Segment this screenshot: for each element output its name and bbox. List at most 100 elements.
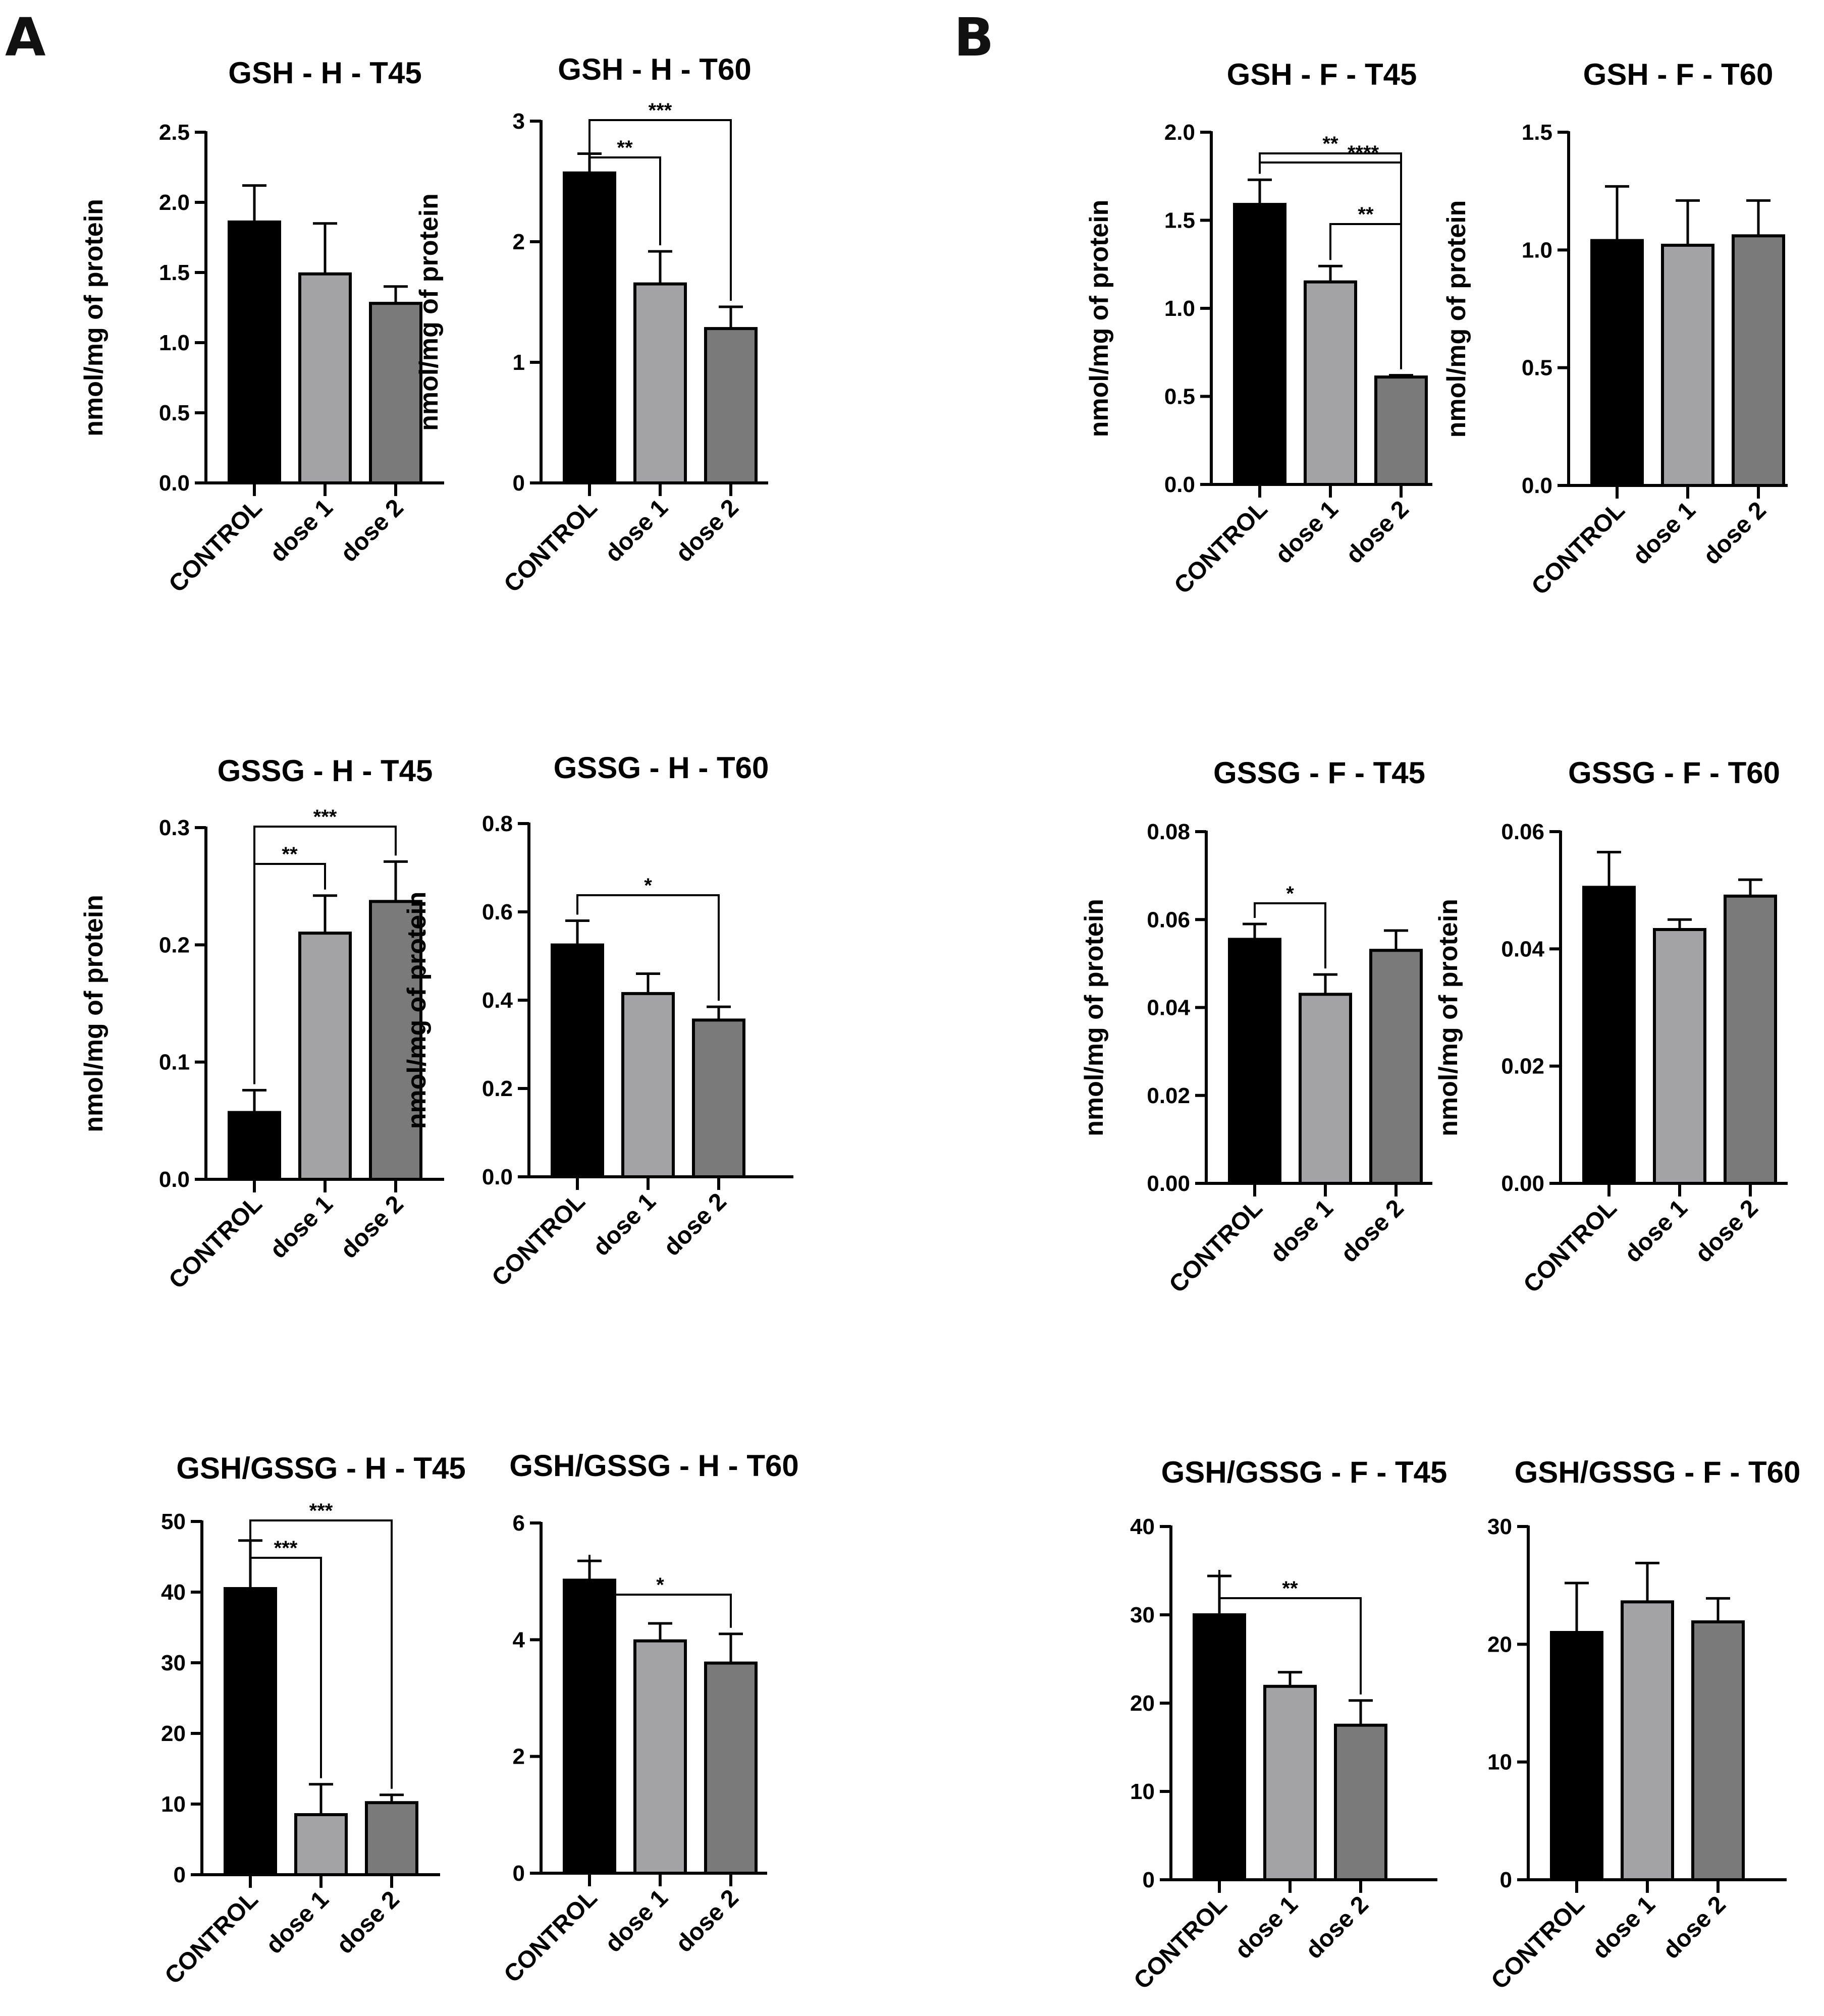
chart-title: GSSG - H - T60	[553, 751, 769, 785]
x-tick-label: CONTROL	[1129, 1891, 1232, 1994]
y-tick-label: 4	[513, 1627, 525, 1652]
y-tick-label: 2	[513, 1745, 525, 1769]
y-tick-label: 1	[513, 350, 525, 375]
chart-title: GSH/GSSG - H - T45	[176, 1451, 466, 1485]
significance-bracket	[576, 894, 720, 1001]
y-tick-label: 0.04	[1501, 937, 1544, 961]
x-tick-label: dose 1	[600, 494, 673, 567]
x-tick-label: CONTROL	[499, 1884, 602, 1988]
x-tick-label: CONTROL	[159, 1886, 263, 1989]
x-tick-label: dose 2	[336, 494, 409, 567]
bar-dose-1	[1661, 244, 1714, 487]
bar-dose-2	[704, 1661, 758, 1875]
bar-dose-1	[294, 1813, 348, 1876]
y-tick-label: 0.0	[1164, 472, 1195, 497]
y-tick-label: 0.4	[482, 988, 513, 1013]
y-tick-label: 20	[1130, 1691, 1155, 1716]
x-tick-label: CONTROL	[1526, 497, 1630, 600]
x-tick-label: dose 2	[671, 494, 744, 567]
chart-title: GSH/GSSG - F - T45	[1161, 1455, 1447, 1489]
y-tick-label: 0.06	[1147, 907, 1190, 932]
y-tick-label: 1.0	[1164, 296, 1195, 321]
x-tick-label: dose 2	[659, 1188, 732, 1261]
chart-gsh-f-t45: nmol/mg of protein 0.0 0.5 1.0 1.5 2.0 CONTROL…	[1085, 120, 1432, 600]
chart-title: GSH/GSSG - F - T60	[1514, 1455, 1801, 1489]
x-tick-label: CONTROL	[1486, 1891, 1589, 1994]
y-tick-label: 0.00	[1147, 1171, 1190, 1196]
bar-control	[1233, 203, 1286, 486]
significance-label: ***	[313, 806, 337, 828]
y-tick-label: 0.0	[482, 1165, 513, 1189]
y-tick-label: 0.5	[159, 401, 190, 425]
chart-title: GSH - H - T45	[228, 56, 422, 90]
bar-control	[1590, 239, 1644, 487]
x-tick-label: dose 1	[588, 1188, 661, 1261]
x-tick-label: dose 1	[1270, 496, 1344, 569]
x-tick-label: CONTROL	[499, 494, 602, 597]
y-tick-label: 2.0	[1164, 120, 1195, 145]
x-tick-label: CONTROL	[1518, 1194, 1622, 1298]
x-tick-label: dose 1	[1587, 1891, 1660, 1964]
y-tick-label: 6	[513, 1511, 525, 1536]
y-tick-label: 30	[1487, 1514, 1512, 1539]
significance-label: **	[617, 137, 633, 159]
y-tick-label: 0.5	[1522, 356, 1552, 380]
bar-dose-2	[1334, 1723, 1387, 1881]
bar-dose-2	[1732, 234, 1785, 487]
bar-dose-2	[1691, 1620, 1745, 1881]
y-tick-label: 2.0	[159, 190, 190, 215]
significance-label: ****	[1348, 142, 1379, 164]
x-tick-label: dose 2	[1336, 1194, 1409, 1268]
chart-title: GSH - H - T60	[558, 52, 752, 86]
x-tick-label: CONTROL	[1164, 1194, 1267, 1298]
x-tick-label: CONTROL	[164, 1190, 267, 1294]
x-tick-label: dose 1	[1230, 1891, 1303, 1964]
bar-dose-1	[1299, 993, 1352, 1185]
significance-bracket	[588, 1555, 732, 1628]
y-tick-label: 30	[1130, 1603, 1155, 1627]
y-tick-label: 0.8	[482, 811, 513, 836]
y-tick-label: 0.6	[482, 900, 513, 924]
y-tick-label: 0.04	[1147, 996, 1190, 1020]
y-axis-label: nmol/mg of protein	[79, 895, 109, 1132]
y-tick-label: 0	[1500, 1868, 1512, 1892]
y-tick-label: 40	[1130, 1514, 1155, 1539]
significance-label: *	[656, 1574, 664, 1596]
y-tick-label: 0.0	[159, 1167, 190, 1192]
y-tick-label: 2	[513, 230, 525, 254]
significance-label: ***	[274, 1537, 298, 1559]
bar-control	[228, 1111, 281, 1181]
bar-dose-1	[633, 282, 687, 485]
bar-dose-1	[1653, 928, 1706, 1185]
x-tick-label: dose 2	[1341, 496, 1414, 569]
significance-bracket	[249, 1534, 322, 1778]
y-axis-label: nmol/mg of protein	[414, 193, 444, 431]
x-tick-label: dose 1	[1620, 1194, 1693, 1268]
significance-label: ***	[649, 99, 672, 122]
y-tick-label: 20	[1487, 1632, 1512, 1657]
y-tick-label: 0.2	[482, 1076, 513, 1101]
y-tick-label: 0	[174, 1863, 186, 1887]
bar-dose-1	[633, 1639, 687, 1875]
bar-dose-2	[365, 1801, 418, 1876]
y-axis-label: nmol/mg of protein	[1085, 200, 1114, 438]
bar-dose-1	[298, 932, 352, 1181]
y-axis-label: nmol/mg of protein	[1434, 899, 1463, 1136]
significance-bracket	[1218, 1570, 1362, 1695]
panel-b-label: B	[954, 7, 994, 68]
y-tick-label: 0	[513, 1861, 525, 1886]
bar-dose-2	[369, 302, 422, 484]
panel-a-label: A	[5, 7, 46, 68]
y-tick-label: 30	[161, 1651, 186, 1675]
bar-dose-1	[621, 992, 675, 1178]
significance-bracket	[1329, 223, 1402, 369]
y-tick-label: 0.2	[159, 933, 190, 957]
significance-bracket	[249, 1519, 393, 1789]
bar-dose-1	[1304, 280, 1357, 486]
y-axis-label: nmol/mg of protein	[1442, 200, 1471, 438]
x-tick-label: dose 1	[600, 1884, 673, 1957]
significance-bracket	[253, 826, 397, 1084]
